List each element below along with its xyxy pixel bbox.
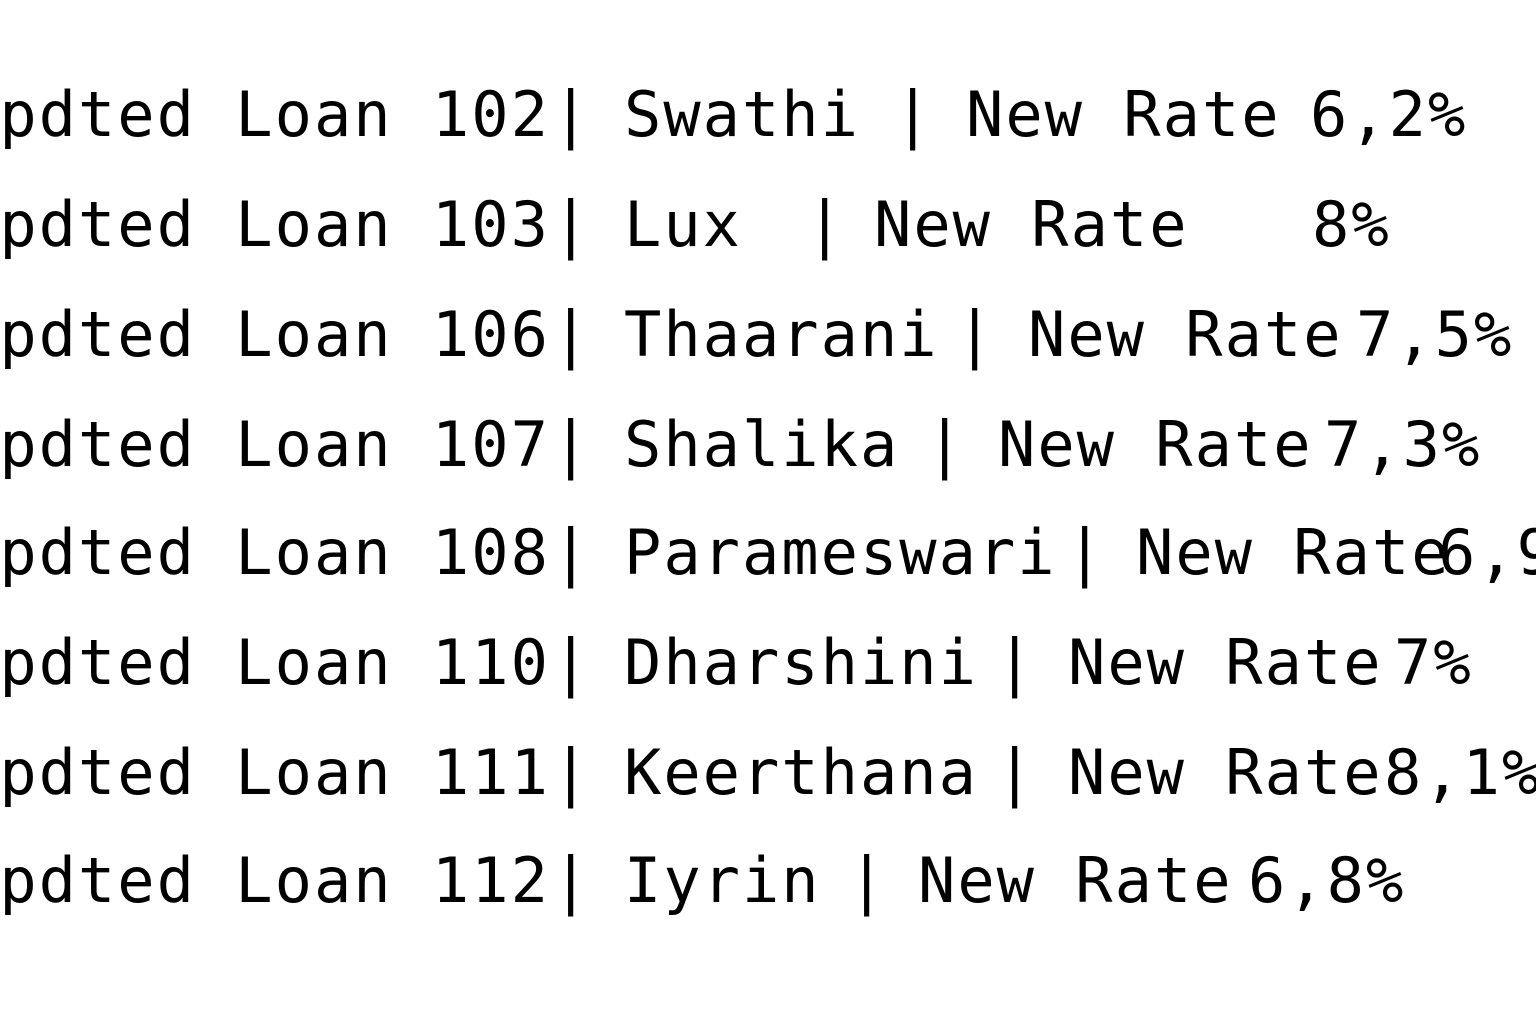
loan-prefix: Updted Loan 103 <box>0 188 550 261</box>
loan-prefix: Updted Loan 106 <box>0 298 550 371</box>
loan-prefix: Updted Loan 107 <box>0 408 550 481</box>
output-line: Updted Loan 112 | Iyrin | New Rate 6,8% <box>0 836 1403 926</box>
output-line: Updted Loan 110 | Dharshini | New Rate 7… <box>0 618 1471 708</box>
rate-label: New Rate <box>966 78 1281 151</box>
output-line: Updted Loan 106 | Thaarani | New Rate 7,… <box>0 290 1511 380</box>
customer-name: Iyrin <box>624 844 821 917</box>
separator: | <box>848 844 888 917</box>
rate-value: 6,9 <box>1438 516 1536 589</box>
separator: | <box>552 408 592 481</box>
rate-label: New Rate <box>874 188 1189 261</box>
rate-value: 7% <box>1394 626 1473 699</box>
output-line: Updted Loan 111 | Keerthana | New Rate 8… <box>0 728 1536 818</box>
customer-name: Parameswari <box>624 516 1057 589</box>
separator: | <box>552 298 592 371</box>
customer-name: Keerthana <box>624 736 978 809</box>
separator: | <box>552 78 592 151</box>
separator: | <box>996 736 1036 809</box>
separator: | <box>956 298 996 371</box>
rate-label: New Rate <box>998 408 1313 481</box>
rate-value: 6,8% <box>1248 844 1406 917</box>
customer-name: Shalika <box>624 408 900 481</box>
separator: | <box>552 844 592 917</box>
separator: | <box>1066 516 1106 589</box>
rate-value: 8,1% <box>1384 736 1536 809</box>
customer-name: Lux <box>624 188 742 261</box>
customer-name: Swathi <box>624 78 860 151</box>
separator: | <box>552 188 592 261</box>
output-line: Updted Loan 102 | Swathi | New Rate 6,2% <box>0 70 1465 160</box>
output-line: Updted Loan 107 | Shalika | New Rate 7,3… <box>0 400 1479 490</box>
loan-prefix: Updted Loan 110 <box>0 626 550 699</box>
rate-label: New Rate <box>1068 626 1383 699</box>
separator: | <box>552 516 592 589</box>
separator: | <box>552 626 592 699</box>
rate-label: New Rate <box>1068 736 1383 809</box>
rate-label: New Rate <box>918 844 1233 917</box>
output-line: Updted Loan 103 | Lux | New Rate 8% <box>0 180 1389 270</box>
rate-value: 7,5% <box>1356 298 1514 371</box>
separator: | <box>894 78 934 151</box>
customer-name: Thaarani <box>624 298 939 371</box>
separator: | <box>552 736 592 809</box>
rate-value: 8% <box>1312 188 1391 261</box>
rate-label: New Rate <box>1136 516 1451 589</box>
loan-prefix: Updted Loan 112 <box>0 844 550 917</box>
rate-label: New Rate <box>1028 298 1343 371</box>
customer-name: Dharshini <box>624 626 978 699</box>
loan-prefix: Updted Loan 102 <box>0 78 550 151</box>
rate-value: 6,2% <box>1310 78 1468 151</box>
separator: | <box>996 626 1036 699</box>
separator: | <box>926 408 966 481</box>
output-line: Updted Loan 108 | Parameswari | New Rate… <box>0 508 1536 598</box>
loan-prefix: Updted Loan 108 <box>0 516 550 589</box>
loan-prefix: Updted Loan 111 <box>0 736 550 809</box>
separator: | <box>806 188 846 261</box>
rate-value: 7,3% <box>1324 408 1482 481</box>
